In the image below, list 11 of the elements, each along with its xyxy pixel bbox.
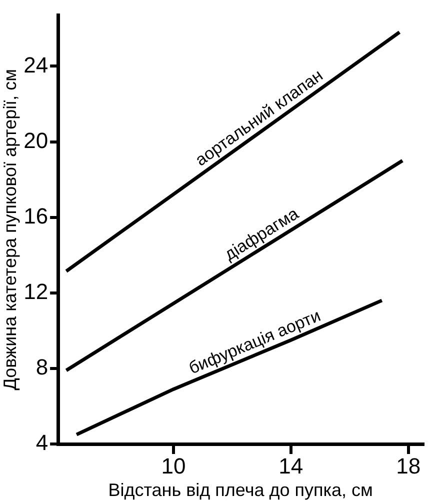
y-tick-label: 4 bbox=[36, 430, 48, 456]
y-tick-label: 8 bbox=[36, 354, 48, 380]
y-axis-title: Довжина катетера пупкової артерії, см bbox=[0, 68, 20, 390]
x-axis-title: Відстань від плеча до пупка, см bbox=[108, 480, 373, 500]
y-tick-label: 20 bbox=[24, 128, 48, 153]
y-tick-label: 16 bbox=[24, 203, 48, 228]
x-tick-label: 10 bbox=[161, 453, 186, 478]
x-tick-label: 14 bbox=[278, 453, 304, 478]
y-tick-label: 12 bbox=[24, 278, 48, 304]
x-tick-label: 18 bbox=[396, 453, 421, 478]
y-tick-label: 24 bbox=[24, 52, 48, 78]
